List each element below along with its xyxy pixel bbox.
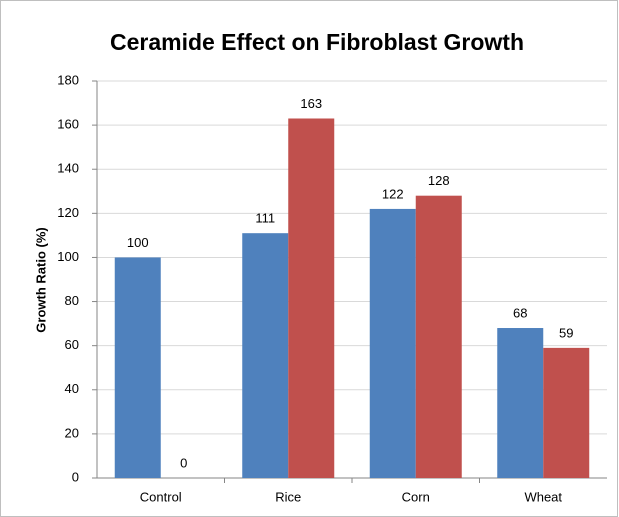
data-label: 59 [559, 325, 573, 340]
bar [242, 233, 289, 478]
bar [415, 195, 462, 478]
data-label: 111 [255, 211, 275, 226]
y-tick-label: 120 [57, 205, 79, 220]
data-label: 128 [428, 173, 450, 188]
data-label: 0 [180, 455, 187, 470]
data-label: 163 [300, 96, 322, 111]
y-tick-label: 100 [57, 249, 79, 264]
data-label: 100 [127, 235, 149, 250]
bar [114, 257, 161, 478]
x-tick-label: Corn [402, 489, 430, 504]
chart-title: Ceramide Effect on Fibroblast Growth [110, 29, 524, 55]
y-tick-label: 80 [65, 293, 79, 308]
data-label: 122 [382, 186, 404, 201]
y-axis-label: Growth Ratio (%) [33, 227, 48, 332]
data-label: 68 [513, 305, 527, 320]
bar [369, 208, 416, 478]
y-tick-label: 160 [57, 117, 79, 132]
y-tick-label: 40 [65, 381, 79, 396]
bar [288, 118, 335, 478]
bar [543, 347, 590, 478]
x-tick-label: Control [140, 489, 182, 504]
x-tick-label: Wheat [524, 489, 562, 504]
x-tick-label: Rice [275, 489, 301, 504]
y-tick-label: 180 [57, 72, 79, 87]
y-tick-label: 140 [57, 161, 79, 176]
bar [497, 328, 544, 478]
y-tick-label: 60 [65, 337, 79, 352]
y-tick-label: 0 [72, 469, 79, 484]
y-tick-label: 20 [65, 425, 79, 440]
